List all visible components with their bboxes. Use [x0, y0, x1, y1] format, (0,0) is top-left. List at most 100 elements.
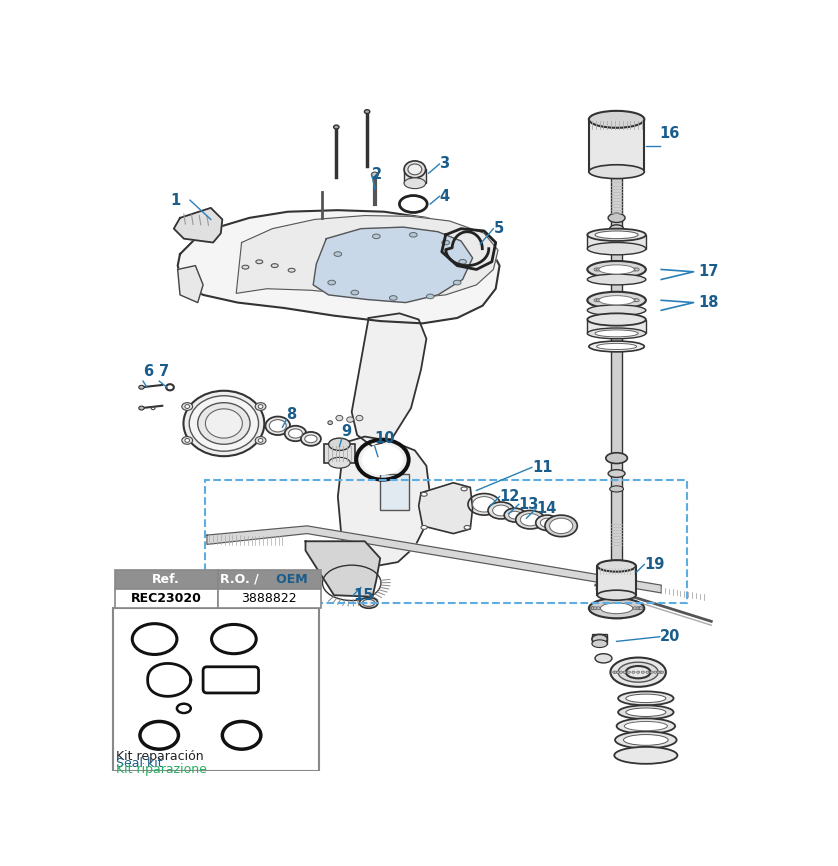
Text: Seal kit: Seal kit: [116, 757, 163, 770]
Ellipse shape: [634, 268, 639, 271]
Ellipse shape: [633, 607, 637, 610]
Ellipse shape: [618, 662, 658, 682]
Ellipse shape: [410, 232, 417, 237]
Ellipse shape: [589, 165, 644, 178]
Ellipse shape: [360, 598, 378, 608]
Ellipse shape: [597, 560, 636, 572]
Ellipse shape: [453, 281, 461, 285]
Bar: [205, 480, 686, 603]
Ellipse shape: [139, 406, 144, 410]
Polygon shape: [419, 482, 473, 533]
Ellipse shape: [614, 268, 619, 271]
Ellipse shape: [593, 607, 597, 610]
Bar: [324, 444, 354, 462]
Text: 3: 3: [439, 157, 450, 171]
Ellipse shape: [504, 508, 525, 522]
Bar: [587, 320, 646, 333]
Ellipse shape: [629, 607, 633, 610]
Text: 14: 14: [536, 501, 557, 515]
Ellipse shape: [595, 330, 639, 337]
Ellipse shape: [600, 607, 604, 610]
Ellipse shape: [266, 417, 290, 435]
Ellipse shape: [628, 671, 630, 674]
Text: 19: 19: [644, 557, 665, 572]
Ellipse shape: [628, 268, 634, 271]
Ellipse shape: [606, 453, 628, 463]
Text: 9: 9: [342, 423, 352, 439]
Ellipse shape: [421, 526, 427, 529]
Ellipse shape: [620, 607, 623, 610]
Ellipse shape: [626, 695, 666, 702]
Text: 7: 7: [159, 365, 169, 379]
Ellipse shape: [615, 732, 676, 748]
Bar: [587, 235, 646, 249]
Ellipse shape: [595, 231, 639, 239]
Ellipse shape: [614, 607, 618, 610]
Ellipse shape: [600, 299, 604, 302]
Ellipse shape: [374, 447, 386, 455]
Ellipse shape: [464, 526, 470, 529]
Ellipse shape: [623, 734, 668, 746]
Ellipse shape: [610, 657, 666, 687]
Ellipse shape: [605, 607, 608, 610]
Ellipse shape: [617, 719, 675, 734]
Ellipse shape: [654, 671, 657, 674]
Ellipse shape: [587, 305, 646, 316]
Ellipse shape: [363, 599, 375, 606]
Ellipse shape: [139, 385, 144, 389]
Text: 13: 13: [519, 497, 539, 512]
Ellipse shape: [242, 265, 249, 269]
Ellipse shape: [587, 292, 646, 309]
Ellipse shape: [256, 436, 266, 444]
Ellipse shape: [404, 161, 426, 178]
Ellipse shape: [619, 671, 623, 674]
Text: 17: 17: [698, 264, 718, 279]
Ellipse shape: [589, 598, 644, 618]
Text: 12: 12: [499, 489, 520, 504]
Ellipse shape: [646, 671, 649, 674]
Ellipse shape: [362, 444, 403, 475]
Ellipse shape: [592, 640, 608, 648]
Ellipse shape: [182, 436, 193, 444]
Bar: [597, 565, 636, 595]
Ellipse shape: [184, 391, 264, 456]
Ellipse shape: [609, 607, 613, 610]
Ellipse shape: [641, 671, 644, 674]
Bar: [218, 570, 321, 589]
Ellipse shape: [592, 635, 608, 643]
Ellipse shape: [604, 299, 608, 302]
Ellipse shape: [614, 299, 619, 302]
Ellipse shape: [632, 268, 637, 271]
Ellipse shape: [609, 268, 613, 271]
Ellipse shape: [626, 666, 650, 678]
Text: Kit reparación: Kit reparación: [116, 750, 204, 764]
Ellipse shape: [587, 229, 646, 241]
Ellipse shape: [334, 125, 339, 129]
Ellipse shape: [351, 290, 359, 295]
Ellipse shape: [608, 469, 625, 477]
Ellipse shape: [660, 671, 664, 674]
Ellipse shape: [624, 721, 667, 731]
Ellipse shape: [600, 603, 633, 614]
Ellipse shape: [587, 313, 646, 326]
Ellipse shape: [305, 435, 317, 443]
Bar: [113, 608, 319, 771]
Polygon shape: [173, 208, 222, 242]
Ellipse shape: [597, 268, 601, 271]
Ellipse shape: [258, 438, 263, 443]
Ellipse shape: [468, 494, 500, 515]
Ellipse shape: [272, 263, 278, 268]
Ellipse shape: [597, 344, 637, 350]
Ellipse shape: [594, 268, 598, 271]
Text: 20: 20: [660, 630, 680, 644]
Ellipse shape: [205, 409, 242, 438]
Text: REC23020: REC23020: [131, 592, 202, 605]
Bar: [589, 120, 644, 171]
Ellipse shape: [269, 420, 287, 432]
Ellipse shape: [597, 607, 600, 610]
Text: 6: 6: [143, 365, 153, 379]
Ellipse shape: [427, 294, 434, 299]
Text: 4: 4: [439, 189, 450, 204]
Ellipse shape: [198, 403, 250, 444]
Ellipse shape: [541, 518, 554, 527]
